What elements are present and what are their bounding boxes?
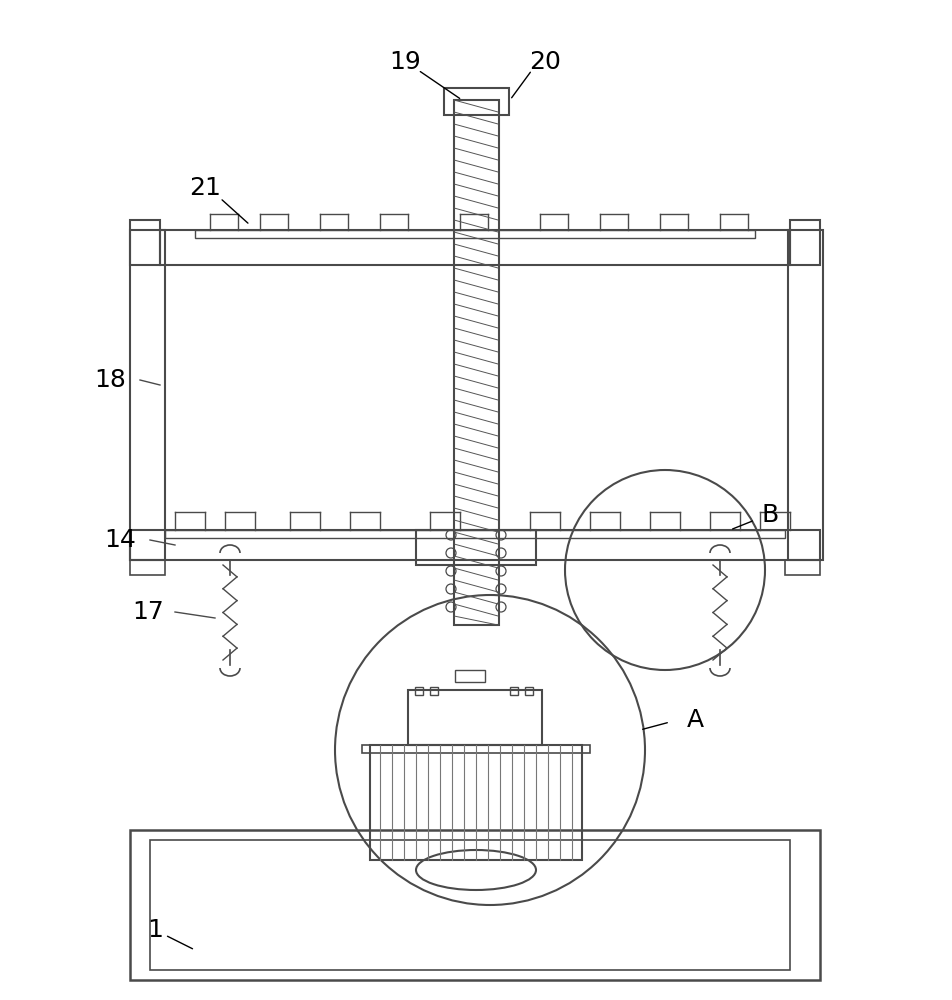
- Bar: [429, 687, 438, 695]
- Bar: [149, 840, 789, 970]
- Bar: [129, 560, 165, 575]
- Bar: [525, 687, 532, 695]
- Text: 14: 14: [104, 528, 136, 552]
- Bar: [784, 560, 819, 575]
- Bar: [165, 530, 784, 538]
- Bar: [509, 687, 518, 695]
- Bar: [416, 530, 535, 565]
- Bar: [453, 100, 499, 625]
- Bar: [787, 230, 823, 560]
- Text: 17: 17: [132, 600, 164, 624]
- Bar: [369, 745, 582, 860]
- Bar: [195, 230, 754, 238]
- Bar: [129, 530, 819, 560]
- Text: 18: 18: [94, 368, 126, 392]
- Bar: [454, 670, 485, 682]
- Bar: [789, 220, 819, 265]
- Text: 21: 21: [188, 176, 221, 200]
- Text: B: B: [761, 503, 778, 527]
- Text: 20: 20: [528, 50, 561, 74]
- Bar: [160, 230, 789, 265]
- Bar: [129, 220, 160, 265]
- Bar: [444, 88, 508, 115]
- Bar: [129, 830, 819, 980]
- Text: 1: 1: [147, 918, 163, 942]
- Text: 19: 19: [388, 50, 421, 74]
- Bar: [407, 690, 542, 745]
- Bar: [362, 745, 589, 753]
- Bar: [129, 230, 165, 560]
- Text: A: A: [685, 708, 703, 732]
- Bar: [414, 687, 423, 695]
